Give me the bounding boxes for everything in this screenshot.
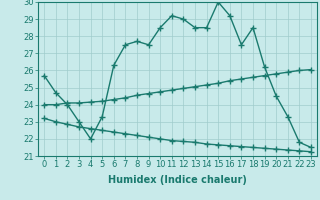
X-axis label: Humidex (Indice chaleur): Humidex (Indice chaleur) — [108, 175, 247, 185]
